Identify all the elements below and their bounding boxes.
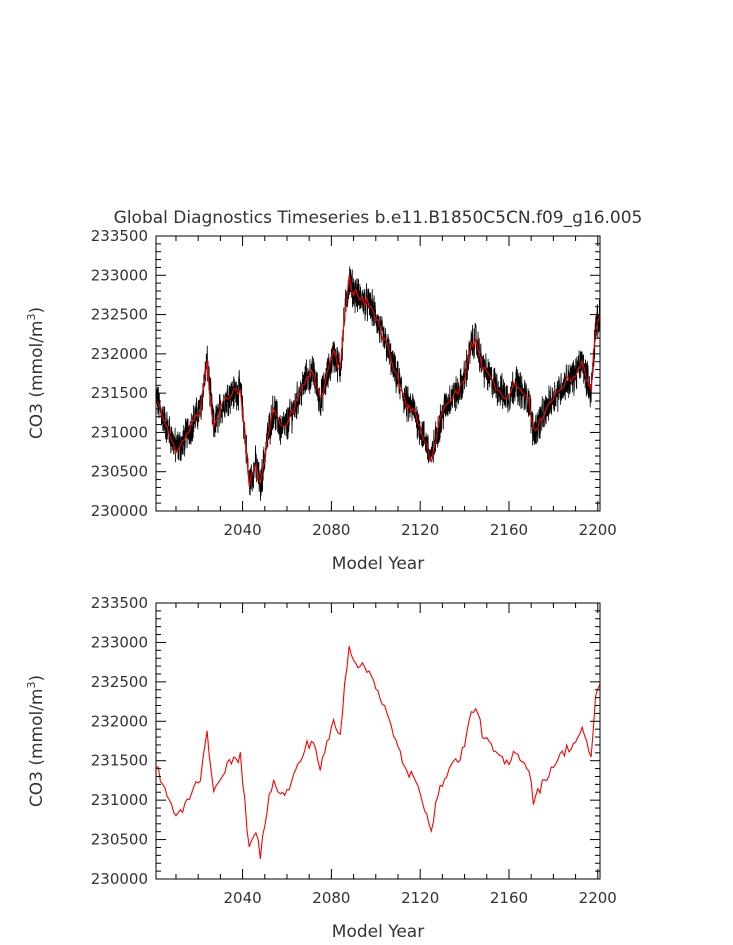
y-axis-label-bottom: CO3 (mmol/m3)	[25, 675, 47, 807]
plot-frame-top	[155, 235, 601, 512]
series-line-annual	[155, 275, 601, 487]
y-axis-label-main: CO3 (mmol/m	[27, 689, 47, 808]
y-axis-label-top: CO3 (mmol/m3)	[25, 307, 47, 439]
ticks-bottom: 230000 230500 231000 231500 232000 232500 2330…	[91, 594, 617, 907]
y-tick-label: 233500	[91, 594, 148, 612]
x-tick-label: 2160	[490, 521, 528, 539]
y-tick-label: 230000	[91, 502, 148, 520]
y-tick-label: 232000	[91, 345, 148, 363]
y-tick-label: 230500	[91, 463, 148, 481]
y-axis-label-sup: 3	[25, 314, 38, 321]
y-tick-label: 232000	[91, 712, 148, 730]
y-tick-label: 233000	[91, 266, 148, 284]
x-tick-label: 2160	[490, 889, 528, 907]
ticks-top: 230000 230500 231000 231500 232000 232500 2330…	[91, 227, 617, 539]
panel-bottom: 230000 230500 231000 231500 232000 232500 2330…	[25, 594, 617, 942]
x-tick-label: 2200	[579, 889, 617, 907]
y-tick-label: 231000	[91, 791, 148, 809]
y-tick-label: 231500	[91, 384, 148, 402]
y-tick-label: 231500	[91, 752, 148, 770]
y-tick-label: 230000	[91, 870, 148, 888]
y-tick-label: 232500	[91, 673, 148, 691]
y-axis-label-close: )	[27, 307, 47, 314]
y-tick-label: 233000	[91, 633, 148, 651]
x-tick-label: 2200	[579, 521, 617, 539]
plot-frame-bottom	[155, 602, 601, 880]
series-group-bottom	[155, 646, 601, 859]
chart-title: Global Diagnostics Timeseries b.e11.B185…	[114, 208, 643, 228]
panel-top: Global Diagnostics Timeseries b.e11.B185…	[25, 208, 642, 574]
y-axis-label-close: )	[27, 675, 47, 682]
x-tick-label: 2120	[401, 889, 439, 907]
series-line-monthly	[155, 266, 601, 501]
y-axis-label-main: CO3 (mmol/m	[27, 321, 47, 440]
y-tick-label: 230500	[91, 831, 148, 849]
x-axis-label-bottom: Model Year	[332, 922, 424, 942]
series-group-top	[155, 266, 601, 501]
x-tick-label: 2080	[312, 521, 350, 539]
x-tick-label: 2080	[312, 889, 350, 907]
y-tick-label: 231000	[91, 423, 148, 441]
x-tick-label: 2120	[401, 521, 439, 539]
x-tick-label: 2040	[223, 889, 261, 907]
series-line-annual	[155, 646, 601, 859]
y-tick-label: 232500	[91, 306, 148, 324]
y-tick-label: 233500	[91, 227, 148, 245]
x-tick-label: 2040	[223, 521, 261, 539]
y-axis-label-sup: 3	[25, 682, 38, 689]
x-axis-label-top: Model Year	[332, 554, 424, 574]
